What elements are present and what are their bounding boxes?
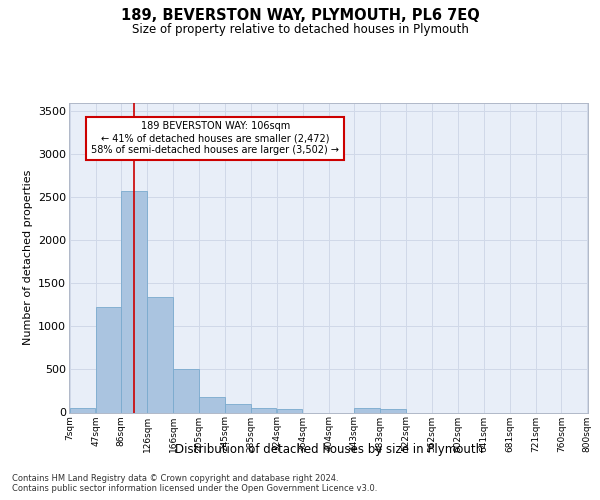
Bar	[121, 191, 147, 412]
Text: 189 BEVERSTON WAY: 106sqm
← 41% of detached houses are smaller (2,472)
58% of se: 189 BEVERSTON WAY: 106sqm ← 41% of detac…	[91, 122, 339, 154]
Text: Size of property relative to detached houses in Plymouth: Size of property relative to detached ho…	[131, 22, 469, 36]
Bar	[354, 408, 380, 412]
Bar	[199, 396, 224, 412]
Text: Contains HM Land Registry data © Crown copyright and database right 2024.: Contains HM Land Registry data © Crown c…	[12, 474, 338, 483]
Bar	[96, 306, 121, 412]
Bar	[148, 297, 173, 412]
Bar	[225, 404, 251, 412]
Bar	[70, 408, 95, 412]
Bar	[251, 408, 276, 412]
Text: Distribution of detached houses by size in Plymouth: Distribution of detached houses by size …	[175, 442, 483, 456]
Bar	[277, 408, 302, 412]
Bar	[380, 410, 406, 412]
Text: Contains public sector information licensed under the Open Government Licence v3: Contains public sector information licen…	[12, 484, 377, 493]
Bar	[173, 370, 199, 412]
Y-axis label: Number of detached properties: Number of detached properties	[23, 170, 32, 345]
Text: 189, BEVERSTON WAY, PLYMOUTH, PL6 7EQ: 189, BEVERSTON WAY, PLYMOUTH, PL6 7EQ	[121, 8, 479, 22]
